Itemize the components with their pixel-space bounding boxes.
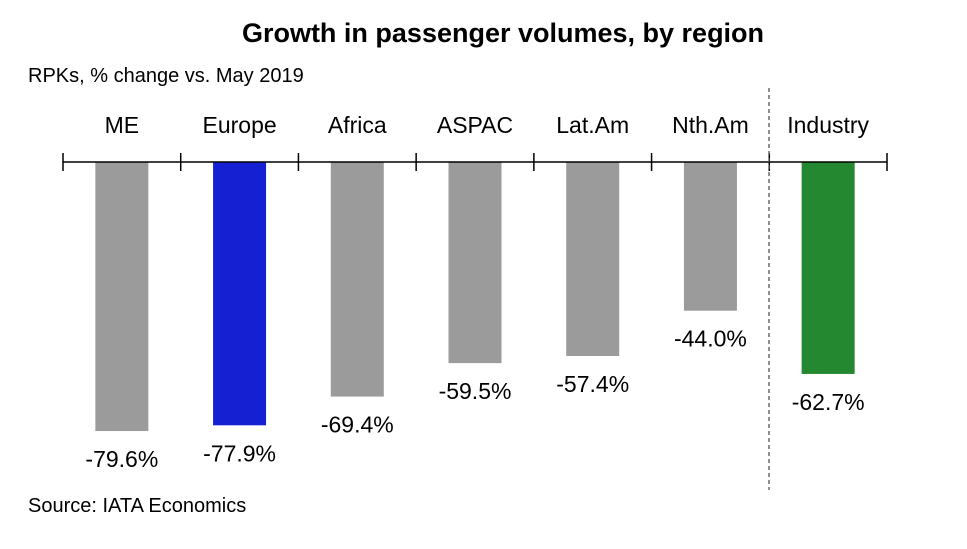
category-label: Nth.Am [672,112,749,138]
chart-title: Growth in passenger volumes, by region [242,18,764,48]
data-label: -62.7% [792,389,865,415]
bar-industry [801,162,855,374]
data-label: -69.4% [321,412,394,438]
bar-aspac [448,162,502,364]
chart-source: Source: IATA Economics [28,495,246,517]
bar-me [95,162,149,432]
category-label: ASPAC [437,112,513,138]
data-label: -44.0% [674,326,747,352]
bar-europe [213,162,267,426]
data-label: -79.6% [85,446,158,472]
bar-ntham [683,162,737,311]
category-label: Europe [202,112,276,138]
category-label: ME [105,112,140,138]
data-label: -77.9% [203,440,276,466]
category-label: Lat.Am [556,112,629,138]
data-label: -59.5% [439,378,512,404]
bar-latam [566,162,620,357]
bar-africa [330,162,384,397]
category-label: Industry [787,112,869,138]
data-label: -57.4% [556,371,629,397]
category-label: Africa [328,112,387,138]
chart-subtitle: RPKs, % change vs. May 2019 [28,65,304,87]
